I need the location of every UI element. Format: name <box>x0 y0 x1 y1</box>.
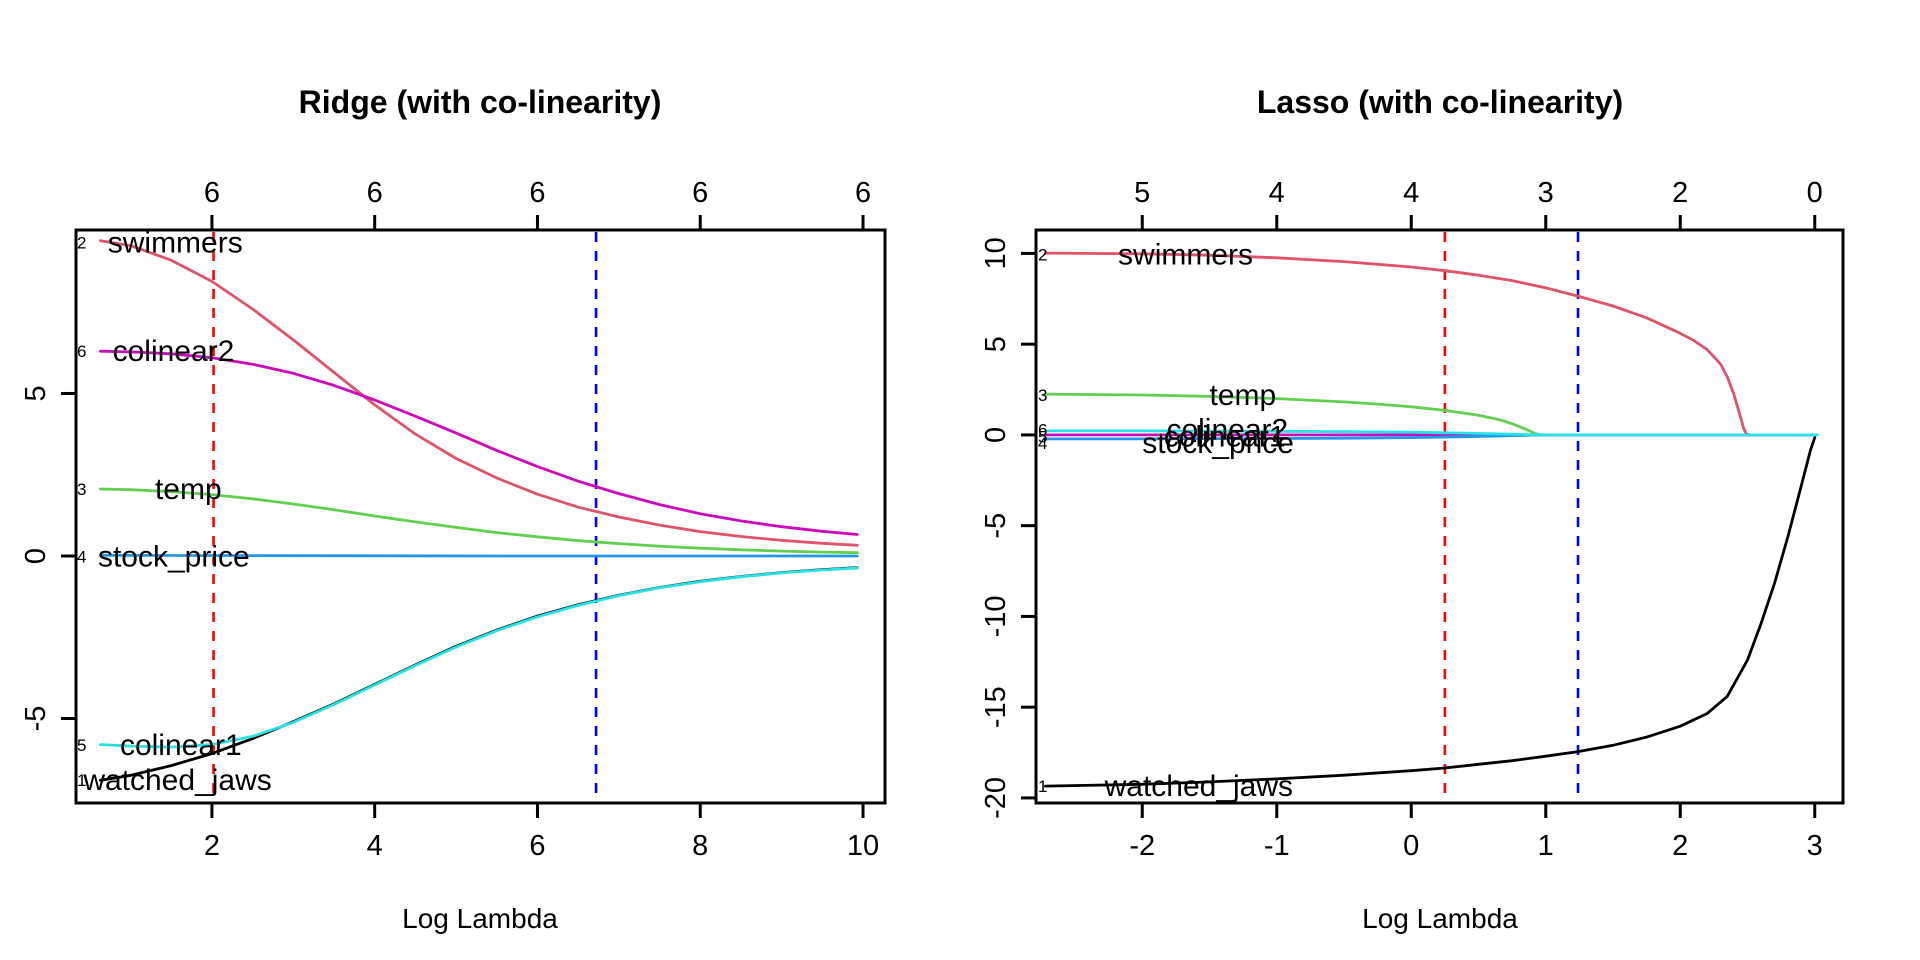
ridge-curve-label-watched_jaws: watched_jaws <box>82 764 271 797</box>
lasso-plot-title: Lasso (with co-linearity) <box>1256 84 1624 120</box>
ridge-curve-number-colinear2: 6 <box>77 342 86 361</box>
ridge-df-axis-label: 6 <box>204 177 220 209</box>
ridge-curve-number-stock_price: 4 <box>77 548 86 567</box>
lasso-curve-colinear1 <box>1044 429 1819 437</box>
ridge-curve-stock_price <box>99 553 859 558</box>
ridge-curve-colinear1 <box>99 566 859 749</box>
ridge-x-tick-label: 8 <box>692 830 708 862</box>
ridge-x-tick-label: 4 <box>367 830 383 862</box>
ridge-df-axis-label: 6 <box>855 177 871 209</box>
lasso-curve-number-stock_price: 4 <box>1038 434 1047 453</box>
lasso-curve-number-watched_jaws: 1 <box>1038 777 1047 796</box>
lasso-x-tick-label: 1 <box>1538 830 1554 862</box>
ridge-curve-number-swimmers: 2 <box>77 233 86 252</box>
ridge-y-tick-label: -5 <box>20 706 52 732</box>
ridge-curve-label-colinear1: colinear1 <box>120 729 242 762</box>
lasso-y-tick-label: 5 <box>980 336 1012 352</box>
ridge-curve-number-temp: 3 <box>77 480 86 499</box>
lasso-x-tick-label: 2 <box>1672 830 1688 862</box>
lasso-curve-number-colinear1: 5 <box>1038 428 1047 447</box>
lasso-curve-label-stock_price: stock_price <box>1142 427 1294 460</box>
ridge-y-tick-label: 0 <box>20 548 52 564</box>
lasso-x-tick-label: -2 <box>1129 830 1155 862</box>
ridge-y-tick-label: 5 <box>20 385 52 401</box>
ridge-curve-number-watched_jaws: 1 <box>77 771 86 790</box>
lasso-curve-label-watched_jaws: watched_jaws <box>1104 770 1293 803</box>
lasso-curve-watched_jaws <box>1044 436 1817 788</box>
lasso-curve-number-colinear2: 6 <box>1038 420 1047 439</box>
ridge-curve-swimmers <box>99 239 859 547</box>
ridge-curve-label-temp: temp <box>155 473 222 506</box>
ridge-plot-box <box>74 228 887 805</box>
lasso-x-tick-label: -1 <box>1264 830 1290 862</box>
lasso-curve-label-colinear1: colinear1 <box>1164 421 1286 454</box>
ridge-df-axis-label: 6 <box>692 177 708 209</box>
ridge-curve-label-stock_price: stock_price <box>98 541 250 574</box>
lasso-y-tick-label: -5 <box>980 513 1012 539</box>
lasso-y-tick-label: 10 <box>980 237 1012 269</box>
lasso-xaxis-title: Log Lambda <box>1362 903 1518 934</box>
ridge-df-axis-label: 6 <box>367 177 383 209</box>
lasso-curve-label-colinear2: colinear2 <box>1166 413 1288 446</box>
lasso-curve-number-swimmers: 2 <box>1038 245 1047 264</box>
lasso-x-tick-label: 3 <box>1807 830 1823 862</box>
lasso-curve-temp <box>1044 392 1817 437</box>
lasso-plot-box <box>1034 228 1845 805</box>
lasso-y-tick-label: -10 <box>980 595 1012 637</box>
lasso-y-tick-label: -15 <box>980 686 1012 728</box>
ridge-plot-title: Ridge (with co-linearity) <box>298 84 662 120</box>
ridge-x-tick-label: 10 <box>847 830 879 862</box>
lasso-y-tick-label: 0 <box>980 427 1012 443</box>
ridge-x-tick-label: 2 <box>204 830 220 862</box>
ridge-curve-label-colinear2: colinear2 <box>113 335 235 368</box>
lasso-y-tick-label: -20 <box>980 777 1012 819</box>
ridge-curve-label-swimmers: swimmers <box>108 226 243 259</box>
ridge-xaxis-title: Log Lambda <box>402 903 558 934</box>
lasso-df-axis-label: 0 <box>1807 177 1823 209</box>
lasso-df-axis-label: 2 <box>1672 177 1688 209</box>
ridge-curve-colinear2 <box>99 349 859 536</box>
ridge-x-tick-label: 6 <box>529 830 545 862</box>
ridge-df-axis-label: 6 <box>529 177 545 209</box>
lasso-curve-swimmers <box>1044 251 1817 437</box>
lasso-curve-label-swimmers: swimmers <box>1118 238 1253 271</box>
lasso-df-axis-label: 5 <box>1134 177 1150 209</box>
lasso-x-tick-label: 0 <box>1403 830 1419 862</box>
lasso-curve-number-temp: 3 <box>1038 386 1047 405</box>
lasso-df-axis-label: 4 <box>1269 177 1285 209</box>
lasso-df-axis-label: 3 <box>1538 177 1554 209</box>
lasso-df-axis-label: 4 <box>1403 177 1419 209</box>
ridge-curve-number-colinear1: 5 <box>77 736 86 755</box>
ridge-curve-temp <box>99 487 859 555</box>
lasso-curve-label-temp: temp <box>1210 379 1277 412</box>
